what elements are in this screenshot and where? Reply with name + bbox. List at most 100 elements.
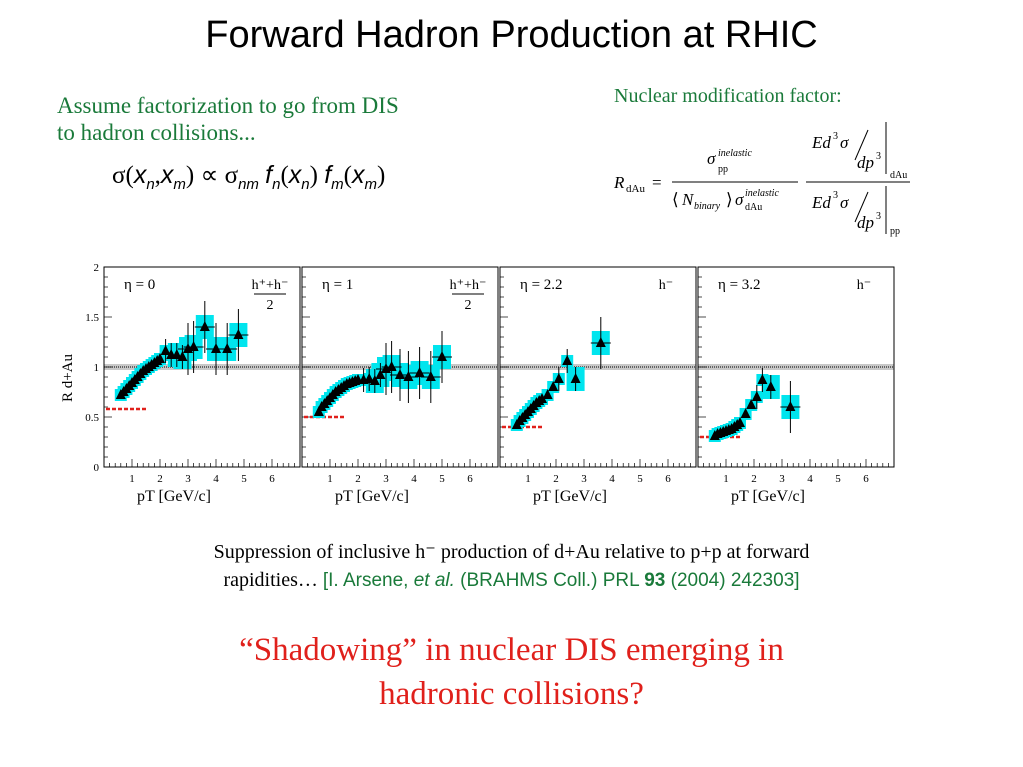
ref-pages: (2004) 242303] — [665, 570, 800, 591]
svg-text:σ: σ — [840, 133, 849, 152]
eta-label: η = 3.2 — [718, 277, 761, 293]
caption-line-2-text: rapidities… — [223, 569, 323, 591]
caption-line-1: Suppression of inclusive h⁻ production o… — [213, 541, 810, 563]
x-axis-label: pT [GeV/c] — [137, 488, 211, 505]
ref-journal: (BRAHMS Coll.) PRL — [454, 570, 645, 591]
x-tick-label: 1 — [129, 473, 135, 485]
x-tick-label: 4 — [411, 473, 417, 485]
svg-text:σ: σ — [735, 190, 744, 209]
data-point — [785, 401, 796, 411]
data-point — [222, 343, 233, 353]
svg-text:3: 3 — [833, 190, 838, 201]
reference-citation: [I. Arsene, et al. (BRAHMS Coll.) PRL 93… — [323, 570, 800, 591]
ref-volume: 93 — [644, 570, 666, 591]
svg-text:binary: binary — [694, 201, 721, 212]
svg-text:N: N — [681, 190, 695, 209]
svg-text:dAu: dAu — [745, 202, 762, 213]
svg-text:R: R — [613, 173, 625, 192]
species-label: h⁻ — [659, 278, 673, 293]
data-point — [542, 389, 553, 399]
data-point — [211, 343, 221, 353]
data-point — [548, 381, 559, 391]
question-line-2: hadronic collisions? — [379, 676, 644, 712]
data-point — [199, 321, 210, 331]
svg-text:⟩: ⟩ — [726, 190, 733, 209]
x-tick-label: 2 — [355, 473, 361, 485]
data-point — [595, 337, 606, 347]
x-tick-label: 5 — [439, 473, 445, 485]
y-tick-label: 2 — [94, 262, 100, 274]
svg-text:dAu: dAu — [626, 183, 645, 195]
species-denominator: 2 — [267, 298, 274, 313]
shadowing-question: “Shadowing” in nuclear DIS emerging in h… — [0, 628, 1023, 716]
eta-label: η = 1 — [322, 277, 353, 293]
svg-text:Ed: Ed — [811, 193, 831, 212]
x-tick-label: 3 — [581, 473, 587, 485]
data-point — [386, 361, 397, 371]
data-point — [160, 345, 171, 355]
y-tick-label: 1.5 — [85, 312, 99, 324]
data-point — [403, 371, 414, 381]
x-tick-label: 1 — [525, 473, 531, 485]
svg-text:=: = — [652, 173, 662, 192]
svg-text:pp: pp — [890, 226, 900, 237]
data-point — [437, 351, 447, 361]
svg-text:pp: pp — [718, 164, 728, 175]
species-label: h⁻ — [857, 278, 871, 293]
svg-text:dp: dp — [857, 213, 874, 232]
x-tick-label: 3 — [383, 473, 389, 485]
svg-text:σ: σ — [707, 149, 716, 168]
data-point — [177, 351, 188, 361]
svg-text:dp: dp — [857, 153, 874, 172]
x-tick-label: 4 — [807, 473, 813, 485]
species-denominator: 2 — [465, 298, 472, 313]
y-tick-label: 0.5 — [85, 412, 99, 424]
caption-line-2: rapidities… [I. Arsene, et al. (BRAHMS C… — [0, 566, 1023, 595]
data-point — [751, 391, 762, 401]
data-point — [171, 349, 182, 359]
x-tick-label: 3 — [185, 473, 191, 485]
svg-text:dAu: dAu — [890, 170, 907, 181]
svg-text:3: 3 — [876, 211, 881, 222]
rdau-chart: 0 0.5 1 1.5 2 R d+Au 1 2 3 4 5 6 pT [GeV/c] η = 0 h⁺+h… — [60, 262, 895, 505]
species-label: h⁺+h⁻ — [252, 278, 289, 293]
x-axis-label: pT [GeV/c] — [731, 488, 805, 505]
x-tick-label: 4 — [213, 473, 219, 485]
species-label: h⁺+h⁻ — [450, 278, 487, 293]
factorization-text: Assume factorization to go from DIS to h… — [57, 92, 399, 146]
x-tick-label: 6 — [863, 473, 869, 485]
x-tick-label: 1 — [723, 473, 729, 485]
x-tick-label: 2 — [751, 473, 757, 485]
x-tick-label: 5 — [835, 473, 841, 485]
x-tick-label: 2 — [553, 473, 559, 485]
data-point — [740, 408, 751, 418]
slide-title: Forward Hadron Production at RHIC — [205, 14, 818, 56]
factorization-formula: σ(xn,xm) ∝ σnm fn(xn) fm(xm) — [112, 161, 386, 193]
x-tick-label: 4 — [609, 473, 615, 485]
svg-text:⟨: ⟨ — [672, 190, 679, 209]
svg-text:Ed: Ed — [811, 133, 831, 152]
x-axis-label: pT [GeV/c] — [335, 488, 409, 505]
x-tick-label: 6 — [665, 473, 671, 485]
rdau-formula: R dAu = σ inelastic pp ⟨ N binary ⟩ σ in… — [613, 122, 910, 237]
data-point — [364, 373, 375, 383]
x-tick-label: 3 — [779, 473, 785, 485]
eta-label: η = 0 — [124, 277, 155, 293]
data-point — [757, 374, 768, 384]
data-point — [570, 373, 581, 383]
data-point — [746, 399, 757, 409]
data-point — [233, 329, 244, 339]
x-tick-label: 6 — [269, 473, 275, 485]
svg-text:3: 3 — [876, 151, 881, 162]
formula-label: Nuclear modification factor: — [614, 85, 842, 107]
data-point — [562, 355, 573, 365]
data-point — [375, 369, 386, 379]
factorization-line-1: Assume factorization to go from DIS — [57, 93, 399, 118]
eta-label: η = 2.2 — [520, 277, 563, 293]
x-tick-label: 6 — [467, 473, 473, 485]
x-tick-label: 1 — [327, 473, 333, 485]
y-tick-label: 0 — [94, 462, 100, 474]
data-point — [414, 367, 425, 377]
svg-text:3: 3 — [833, 131, 838, 142]
x-tick-label: 5 — [637, 473, 643, 485]
